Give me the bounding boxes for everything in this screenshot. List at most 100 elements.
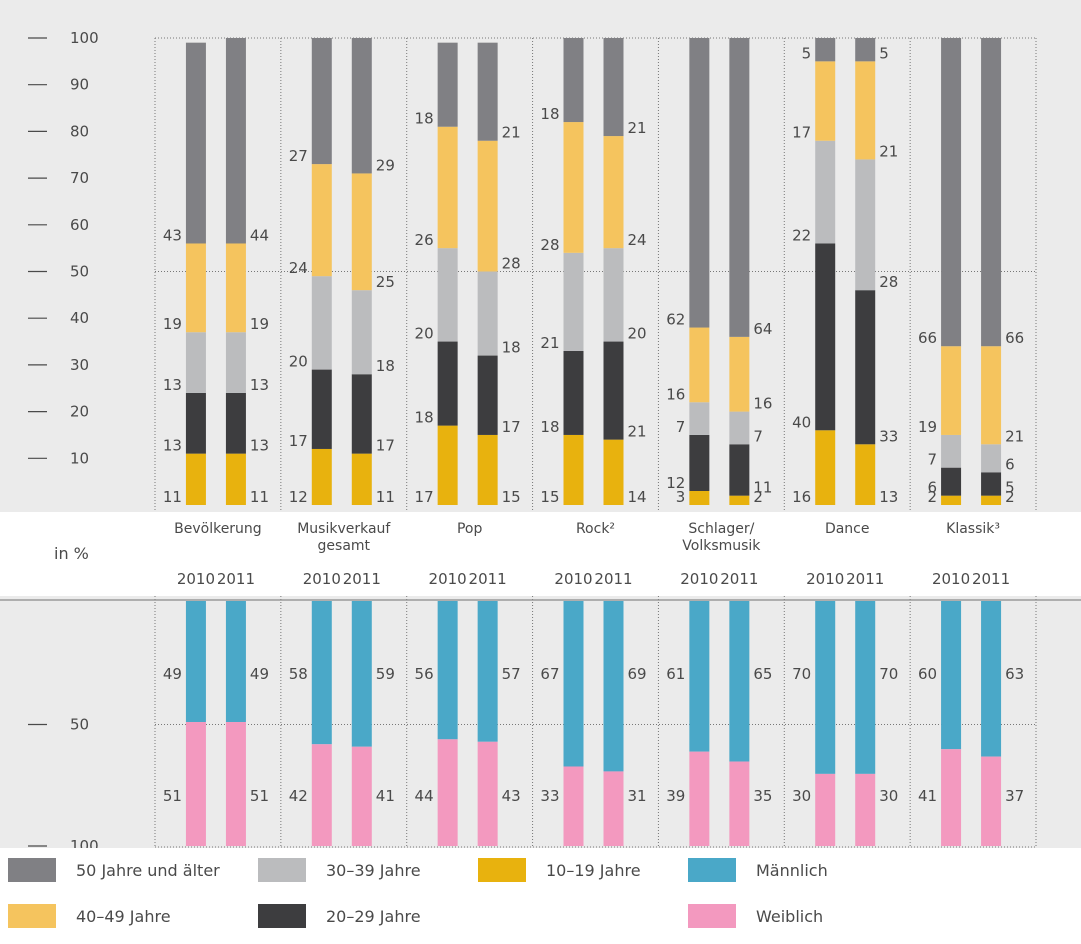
age-data-label: 18 — [540, 418, 559, 436]
category-label: Pop — [457, 521, 483, 537]
age-bar-segment — [855, 38, 876, 62]
gender-bar-maennlich — [855, 601, 876, 774]
age-bar-segment — [941, 495, 962, 505]
gender-data-label: 37 — [1005, 787, 1024, 805]
y-axis-label: in % — [54, 544, 89, 563]
age-data-label: 17 — [792, 124, 811, 142]
legend: 50 Jahre und älter 40–49 Jahre 30–39 Jah… — [0, 848, 1081, 944]
legend-item-40-49: 40–49 Jahre — [8, 904, 171, 928]
gender-data-label: 58 — [289, 665, 308, 683]
age-y-tick-label: 60 — [70, 216, 89, 234]
age-bar-segment — [351, 290, 372, 375]
category-label: Musikverkauf — [297, 521, 391, 537]
gender-data-label: 30 — [879, 787, 898, 805]
age-bar-segment — [185, 392, 206, 454]
age-data-label: 2 — [1005, 488, 1015, 506]
age-bar-segment — [477, 140, 498, 272]
gender-data-label: 44 — [415, 787, 434, 805]
age-data-label: 12 — [289, 488, 308, 506]
legend-swatch — [258, 858, 306, 882]
age-bar-segment — [185, 453, 206, 505]
legend-label: 20–29 Jahre — [326, 906, 421, 926]
age-bar-segment — [311, 38, 332, 165]
age-data-label: 26 — [415, 231, 434, 249]
gender-bar-weiblich — [437, 739, 458, 846]
age-data-label: 7 — [676, 418, 686, 436]
category-label: gesamt — [318, 538, 371, 554]
year-label: 2011 — [343, 570, 381, 588]
age-bar-segment — [437, 341, 458, 426]
age-bar-segment — [225, 453, 246, 505]
age-y-tick-label: 20 — [70, 403, 89, 421]
age-data-label: 21 — [628, 119, 647, 137]
age-data-label: 66 — [1005, 329, 1024, 347]
age-bar-segment — [981, 472, 1002, 496]
age-bar-segment — [729, 411, 750, 445]
gender-bar-maennlich — [729, 601, 750, 762]
gender-bar-weiblich — [941, 749, 962, 846]
age-data-label: 64 — [753, 320, 772, 338]
age-bar-segment — [981, 444, 1002, 473]
age-bar-segment — [477, 271, 498, 356]
age-data-label: 12 — [666, 474, 685, 492]
age-data-label: 44 — [250, 226, 269, 244]
gender-bar-maennlich — [477, 601, 498, 742]
age-data-label: 43 — [163, 226, 182, 244]
age-data-label: 28 — [879, 273, 898, 291]
age-data-label: 27 — [289, 147, 308, 165]
legend-item-30-39: 30–39 Jahre — [258, 858, 421, 882]
age-bar-segment — [311, 369, 332, 449]
category-label: Volksmusik — [682, 538, 761, 554]
age-data-label: 13 — [163, 376, 182, 394]
year-label: 2011 — [217, 570, 255, 588]
legend-item-10-19: 10–19 Jahre — [478, 858, 641, 882]
age-bar-segment — [563, 122, 584, 253]
legend-label: 40–49 Jahre — [76, 906, 171, 926]
age-bar-segment — [225, 243, 246, 333]
age-bar-segment — [437, 42, 458, 127]
legend-label: 50 Jahre und älter — [76, 860, 220, 880]
age-data-label: 17 — [415, 488, 434, 506]
gender-bar-weiblich — [311, 744, 332, 846]
category-label: Klassik³ — [946, 521, 1000, 537]
legend-item-50-plus: 50 Jahre und älter — [8, 858, 220, 882]
gender-data-label: 42 — [289, 787, 308, 805]
category-label: Schlager/ — [688, 521, 754, 537]
age-bar-segment — [689, 38, 710, 328]
age-bar-segment — [225, 392, 246, 454]
gender-bar-maennlich — [437, 601, 458, 740]
gender-data-label: 70 — [792, 665, 811, 683]
age-data-label: 28 — [502, 255, 521, 273]
gender-data-label: 49 — [250, 665, 269, 683]
age-data-label: 6 — [1005, 455, 1015, 473]
age-data-label: 62 — [666, 311, 685, 329]
age-data-label: 18 — [376, 357, 395, 375]
age-data-label: 15 — [502, 488, 521, 506]
legend-label: Weiblich — [756, 906, 824, 926]
age-bar-segment — [563, 38, 584, 123]
age-bar-segment — [855, 61, 876, 160]
age-bar-segment — [311, 448, 332, 505]
age-data-label: 2 — [928, 488, 938, 506]
age-data-label: 17 — [376, 437, 395, 455]
age-bar-segment — [563, 350, 584, 435]
gender-data-label: 70 — [879, 665, 898, 683]
age-data-label: 5 — [879, 44, 889, 62]
gender-bar-weiblich — [603, 771, 624, 846]
age-data-label: 11 — [376, 488, 395, 506]
gender-data-label: 59 — [376, 665, 395, 683]
legend-label: Männlich — [756, 860, 828, 880]
age-data-label: 18 — [502, 339, 521, 357]
gender-bar-maennlich — [351, 601, 372, 747]
age-data-label: 18 — [415, 110, 434, 128]
gender-y-tick-label: 100 — [70, 837, 99, 848]
year-label: 2010 — [429, 570, 467, 588]
gender-data-label: 65 — [753, 665, 772, 683]
age-bar-segment — [437, 126, 458, 249]
gender-bar-weiblich — [729, 761, 750, 846]
legend-item-weiblich: Weiblich — [688, 904, 823, 928]
year-label: 2010 — [806, 570, 844, 588]
age-data-label: 17 — [502, 418, 521, 436]
age-bar-segment — [815, 243, 836, 431]
